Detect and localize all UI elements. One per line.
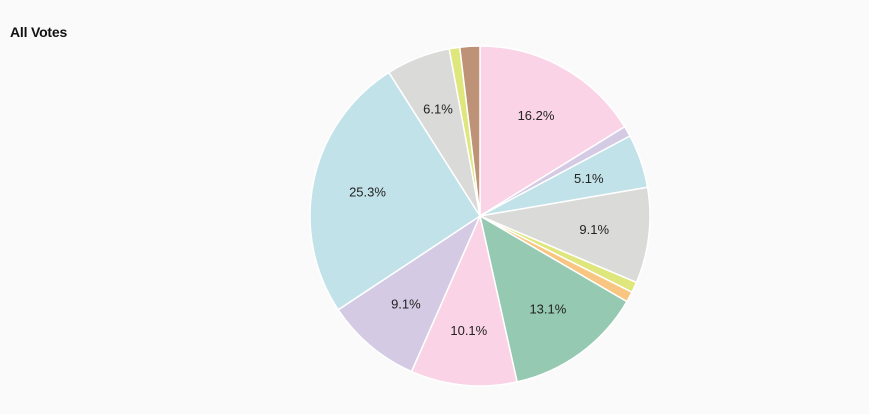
pie-slice-1[interactable]	[479, 45, 626, 218]
slice-label-9: 9.1%	[391, 296, 421, 311]
pie-slice-4[interactable]	[477, 186, 651, 284]
pie-labels: 16.2% 5.1% 9.1% 13.1% 10.1% 9.1% 25.3% 6.1%	[349, 101, 609, 338]
slice-label-11: 6.1%	[423, 101, 453, 116]
slice-label-10: 25.3%	[349, 185, 386, 200]
slice-label-1: 16.2%	[518, 108, 555, 123]
pie-slice-9[interactable]	[337, 213, 482, 373]
slice-label-7: 13.1%	[529, 301, 566, 316]
pie-slice-13[interactable]	[458, 45, 481, 217]
pie-slice-7[interactable]	[478, 214, 628, 383]
chart-title: All Votes	[10, 24, 68, 40]
slice-label-8: 10.1%	[450, 323, 487, 338]
pie-slice-10[interactable]	[309, 71, 482, 311]
pie-slice-8[interactable]	[410, 213, 518, 387]
pie-slices	[309, 45, 651, 387]
slice-label-4: 9.1%	[579, 222, 609, 237]
slice-label-3: 5.1%	[574, 171, 604, 186]
